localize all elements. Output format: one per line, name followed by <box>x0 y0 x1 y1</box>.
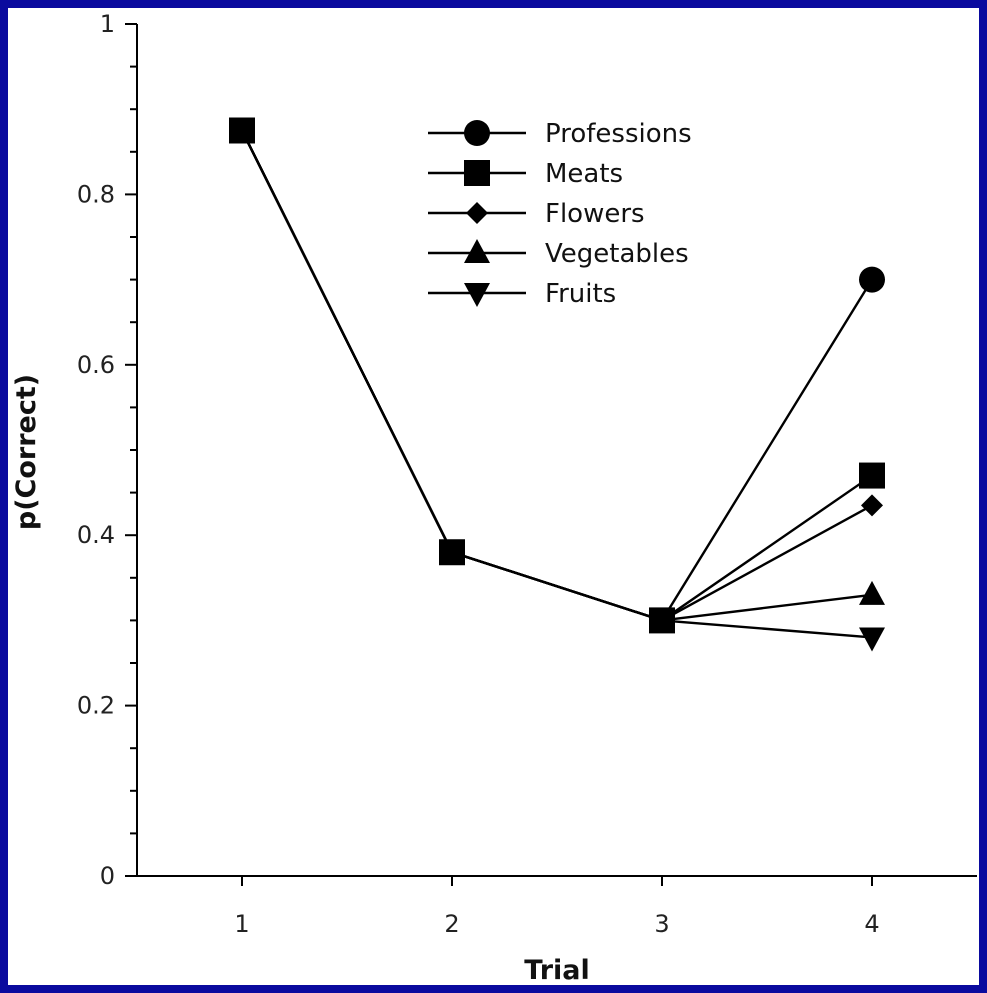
data-point-flowers <box>861 494 883 517</box>
legend-marker-fruits <box>464 283 490 307</box>
data-point-fruits <box>859 627 885 652</box>
legend-label: Meats <box>545 159 623 189</box>
y-tick-label: 0.2 <box>77 692 115 720</box>
data-point-professions <box>859 266 885 293</box>
data-point-vegetables <box>859 580 885 605</box>
y-axis-title: p(Correct) <box>11 374 42 530</box>
x-tick-label: 3 <box>654 910 669 938</box>
legend-label: Flowers <box>545 199 645 229</box>
x-tick-label: 2 <box>444 910 459 938</box>
series-line-fruits <box>240 129 873 639</box>
data-point-shared <box>649 607 675 634</box>
line-chart: 0 0.2 0.4 0.6 0.8 1 1 2 3 4 Professions Meats Flowe… <box>11 10 977 985</box>
legend-label: Professions <box>545 119 692 149</box>
legend-marker-professions <box>464 120 490 146</box>
x-tick-label: 1 <box>234 910 249 938</box>
y-tick-label: 0.6 <box>77 351 115 379</box>
legend-marker-vegetables <box>464 239 490 263</box>
legend-marker-meats <box>464 160 490 186</box>
data-point-meats <box>859 462 885 489</box>
y-tick-label: 0.8 <box>77 180 115 208</box>
series-layer <box>229 117 885 652</box>
legend-marker-flowers <box>466 202 488 224</box>
legend-label: Fruits <box>545 279 616 309</box>
chart-frame: 0 0.2 0.4 0.6 0.8 1 1 2 3 4 Professions Meats Flowe… <box>8 8 979 985</box>
data-point-shared <box>229 117 255 144</box>
axes: 0 0.2 0.4 0.6 0.8 1 1 2 3 4 <box>77 10 977 938</box>
legend-label: Vegetables <box>545 239 689 269</box>
legend: Professions Meats Flowers Vegetables Fruits <box>428 119 692 309</box>
y-tick-label: 0 <box>100 862 115 890</box>
x-axis-title: Trial <box>524 955 590 985</box>
y-tick-label: 1 <box>100 10 115 38</box>
data-point-shared <box>439 539 465 566</box>
x-tick-label: 4 <box>864 910 879 938</box>
y-tick-label: 0.4 <box>77 521 115 549</box>
